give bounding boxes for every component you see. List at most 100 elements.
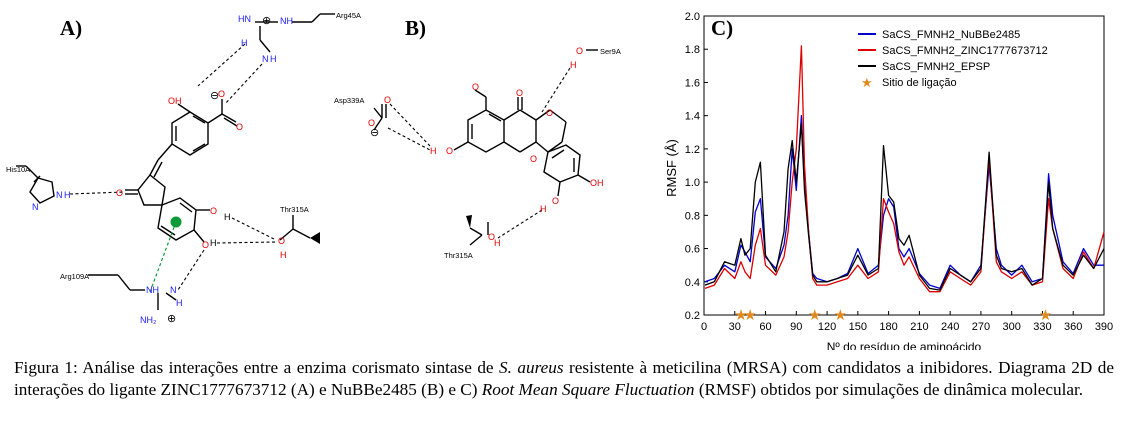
charge-symbol: ⊖	[370, 127, 379, 139]
interaction-diagram-a: HN NH ⊕ H N H Arg45A OH O ⊖ O O O H O H …	[6, 11, 361, 325]
binding-site-star: ★	[808, 307, 821, 324]
rmsf-chart: RMSF (Å) Nº do resíduo de aminoácido 0.2…	[664, 11, 1113, 350]
x-tick-label: 0	[701, 321, 707, 333]
atom-label: H	[540, 204, 547, 214]
legend-label-epsp: SaCS_FMNH2_EPSP	[882, 61, 990, 73]
atom-label: O	[530, 154, 537, 164]
atom-label: O	[516, 88, 523, 98]
atom-label: NH	[280, 16, 293, 26]
atom-label: H	[224, 212, 231, 222]
caption-term: Root Mean Square Fluctuation	[481, 379, 695, 399]
atom-label: O	[210, 206, 217, 216]
atom-label: O	[368, 118, 375, 128]
binding-site-star: ★	[834, 307, 847, 324]
figure-caption: Figura 1: Análise das interações entre a…	[14, 357, 1114, 400]
atom-label: O	[546, 108, 553, 118]
plot-frame	[703, 15, 1105, 316]
atom-label: O	[576, 46, 583, 56]
legend-label-binding-site: Sitio de ligação	[882, 77, 957, 89]
y-tick-label: 0.6	[685, 244, 700, 256]
x-tick-label: 330	[1033, 321, 1051, 333]
charge-symbol: ⊕	[167, 313, 176, 325]
legend-star-icon: ★	[861, 75, 873, 90]
atom-label: H	[570, 60, 577, 70]
charge-symbol: ⊖	[210, 90, 219, 102]
atom-label: H	[280, 250, 287, 260]
atom-label: OH	[590, 178, 604, 188]
y-tick-label: 0.4	[685, 277, 700, 289]
panel-b-label: B)	[405, 16, 426, 40]
residue-label: Thr315A	[280, 205, 309, 214]
x-tick-label: 90	[790, 321, 802, 333]
x-tick-label: 180	[879, 321, 897, 333]
series-line-0	[704, 115, 1104, 290]
atom-label: O	[552, 196, 559, 206]
residue-label: His10A	[6, 165, 30, 174]
residue-label: Thr315A	[444, 251, 473, 260]
atom-label: H	[430, 146, 437, 156]
binding-site-star: ★	[734, 307, 747, 324]
atom-label: O	[116, 188, 123, 198]
residue-label: Ser9A	[600, 47, 621, 56]
atom-label: O	[236, 122, 243, 132]
x-tick-label: 390	[1095, 321, 1113, 333]
atom-label: H	[494, 238, 501, 248]
atom-label: NH	[146, 285, 159, 295]
atom-label: O	[218, 89, 225, 99]
legend-label-nubbe: SaCS_FMNH2_NuBBe2485	[882, 29, 1020, 41]
caption-text: Análise das interações entre a enzima co…	[77, 358, 500, 377]
interaction-diagram-b: O H Ser9A Asp339A O O ⊖ H O O O O O OH O…	[334, 46, 621, 260]
x-tick-label: 360	[1064, 321, 1082, 333]
atom-label: N	[32, 202, 39, 212]
x-tick-label: 120	[818, 321, 836, 333]
caption-text: resistente à meticilina (MRSA) com candi…	[14, 358, 1115, 399]
caption-label: Figura 1:	[14, 358, 78, 377]
x-tick-label: 270	[972, 321, 990, 333]
y-tick-label: 0.2	[685, 310, 700, 322]
x-tick-label: 60	[759, 321, 771, 333]
atom-label: N	[170, 285, 177, 295]
atom-label: OH	[168, 96, 182, 106]
atom-label: H	[64, 190, 71, 200]
y-tick-label: 1.8	[685, 44, 700, 56]
caption-species: S. aureus	[499, 358, 564, 377]
y-tick-label: 1.6	[685, 77, 700, 89]
panel-a-label: A)	[60, 16, 83, 40]
atom-label: H	[270, 54, 277, 64]
atom-label: HN	[238, 14, 251, 24]
atom-label: N	[262, 54, 269, 64]
x-tick-label: 30	[729, 321, 741, 333]
y-tick-label: 1.0	[685, 177, 700, 189]
atom-label: O	[472, 82, 479, 92]
x-axis-label: Nº do resíduo de aminoácido	[827, 340, 982, 350]
residue-label: Asp339A	[334, 96, 364, 105]
binding-site-star: ★	[743, 307, 756, 324]
y-tick-label: 1.2	[685, 144, 700, 156]
x-tick-label: 210	[910, 321, 928, 333]
atom-label: O	[446, 146, 453, 156]
atom-label: O	[384, 95, 391, 105]
series-line-2	[704, 123, 1105, 291]
caption-text: (RMSF) obtidos por simulações de dinâmic…	[694, 379, 1084, 399]
atom-label: H	[210, 238, 217, 248]
x-tick-label: 150	[849, 321, 867, 333]
atom-label: O	[202, 240, 209, 250]
atom-label: O	[278, 236, 285, 246]
atom-label: N	[56, 190, 63, 200]
atom-label: H	[176, 298, 183, 308]
residue-label: Arg109A	[60, 272, 89, 281]
x-tick-label: 240	[941, 321, 959, 333]
x-tick-label: 300	[1003, 321, 1021, 333]
panel-c-label: C)	[711, 16, 734, 40]
binding-site-star: ★	[1039, 307, 1052, 324]
legend-label-zinc: SaCS_FMNH2_ZINC1777673712	[882, 45, 1048, 57]
y-tick-label: 0.8	[685, 210, 700, 222]
atom-label: NH₂	[140, 315, 157, 325]
y-axis-label: RMSF (Å)	[664, 139, 679, 197]
residue-label: Arg45A	[336, 11, 361, 20]
charge-symbol: ⊕	[262, 15, 271, 27]
series-line-1	[704, 45, 1105, 293]
atom-label: H	[241, 38, 248, 48]
y-tick-label: 2.0	[685, 11, 700, 23]
y-tick-label: 1.4	[685, 111, 700, 123]
